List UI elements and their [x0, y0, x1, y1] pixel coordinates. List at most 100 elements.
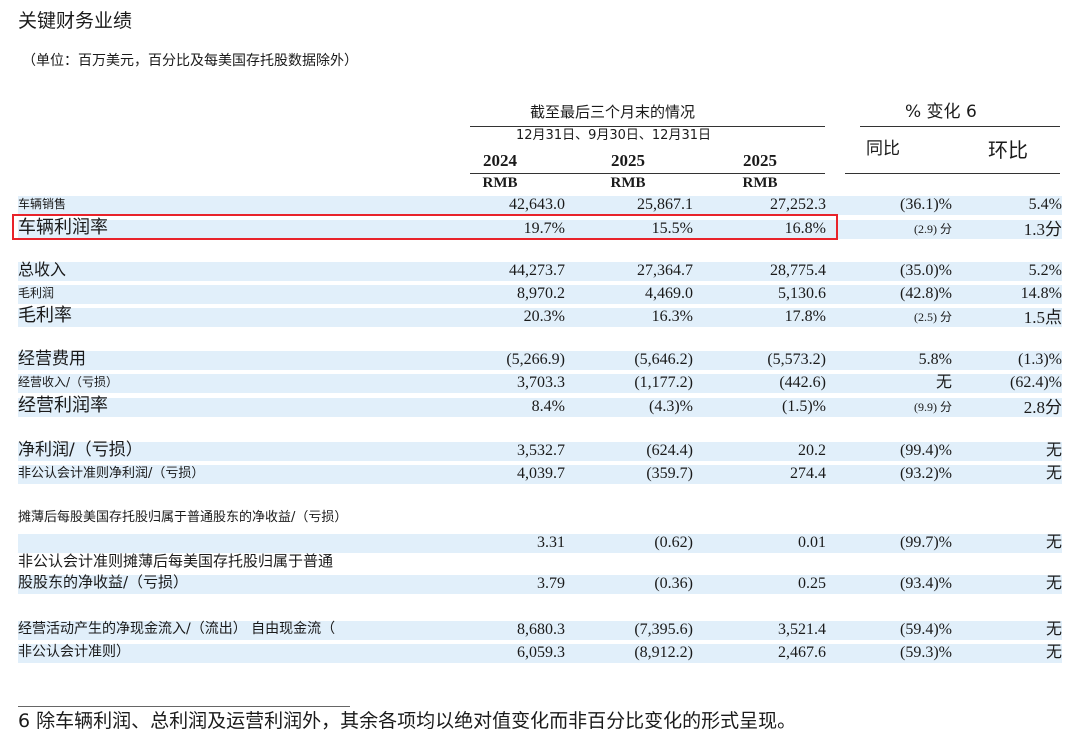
- cell-value: 4,469.0: [645, 285, 693, 302]
- row-label: 毛利润: [18, 286, 55, 300]
- row-label: 毛利率: [18, 305, 72, 326]
- cell-value: 8,970.2: [517, 285, 565, 302]
- cell-value: 2,467.6: [778, 644, 826, 661]
- row-label: 总收入: [18, 260, 67, 279]
- yoy-value: (93.2)%: [900, 465, 952, 482]
- cell-value: (1,177.2): [634, 374, 693, 391]
- yoy-value: 无: [935, 374, 952, 391]
- row-label: 经营利润率: [18, 395, 108, 416]
- cell-value: 0.01: [798, 534, 826, 551]
- year-header: 2024: [483, 151, 517, 170]
- qoq-value: 5.4%: [1028, 196, 1062, 213]
- row-band: [18, 442, 1062, 461]
- yoy-value: 5.8%: [918, 351, 952, 368]
- period-header: 截至最后三个月末的情况: [530, 103, 696, 121]
- row-label: 车辆销售: [18, 197, 67, 211]
- yoy-header: 同比: [866, 139, 900, 159]
- cell-value: 20.2: [798, 442, 826, 459]
- cell-value: 3.31: [537, 534, 565, 551]
- cell-value: 16.8%: [784, 220, 826, 237]
- cell-value: (5,646.2): [634, 351, 693, 368]
- cell-value: (5,266.9): [506, 351, 565, 368]
- row-label: 经营费用: [18, 348, 86, 369]
- subtitle: （单位：百万美元，百分比及每美国存托股数据除外）: [22, 53, 358, 69]
- cell-value: 15.5%: [651, 220, 693, 237]
- cell-value: 3,532.7: [517, 442, 565, 459]
- row-label: 股股东的净收益/（亏损）: [18, 572, 189, 591]
- cell-value: 3,703.3: [517, 374, 565, 391]
- yoy-value: (9.9) 分: [914, 400, 952, 414]
- yoy-value: (93.4)%: [900, 575, 952, 592]
- cell-value: (8,912.2): [634, 644, 693, 661]
- cell-value: 42,643.0: [509, 196, 565, 213]
- qoq-value: 无: [1045, 621, 1062, 638]
- yoy-value: (99.7)%: [900, 534, 952, 551]
- yoy-value: (99.4)%: [900, 442, 952, 459]
- row-band: [18, 308, 1062, 327]
- year-header: 2025: [743, 151, 777, 170]
- qoq-value: 1.3分: [1023, 220, 1062, 239]
- row-band: [18, 575, 1062, 594]
- yoy-value: (36.1)%: [900, 196, 952, 213]
- yoy-value: (2.5) 分: [914, 310, 952, 324]
- cell-value: 0.25: [798, 575, 826, 592]
- cell-value: (4.3)%: [649, 398, 693, 415]
- row-label: 非公认会计准则净利润/（亏损）: [18, 465, 205, 481]
- qoq-header: 环比: [988, 138, 1028, 162]
- header-rule: [845, 173, 1060, 174]
- currency-header: RMB: [482, 175, 518, 191]
- dates-header: 12月31日、9月30日、12月31日: [516, 128, 711, 143]
- change-header: % 变化 6: [905, 102, 977, 122]
- cell-value: 17.8%: [784, 308, 826, 325]
- row-label: 非公认会计准则）: [18, 644, 130, 660]
- cell-value: 5,130.6: [778, 285, 826, 302]
- currency-header: RMB: [610, 175, 646, 191]
- row-label: 车辆利润率: [18, 217, 108, 238]
- cell-value: (1.5)%: [782, 398, 826, 415]
- cell-value: 19.7%: [523, 220, 565, 237]
- qoq-value: 无: [1045, 534, 1062, 551]
- qoq-value: (1.3)%: [1018, 351, 1062, 368]
- yoy-value: (59.3)%: [900, 644, 952, 661]
- row-band: [18, 196, 1062, 215]
- qoq-value: (62.4)%: [1010, 374, 1062, 391]
- qoq-value: 无: [1045, 465, 1062, 482]
- footnote: 6 除车辆利润、总利润及运营利润外，其余各项均以绝对值变化而非百分比变化的形式呈…: [18, 710, 797, 732]
- yoy-value: (42.8)%: [900, 285, 952, 302]
- header-rule: [470, 126, 825, 127]
- cell-value: (624.4): [646, 442, 693, 459]
- cell-value: 8,680.3: [517, 621, 565, 638]
- cell-value: 20.3%: [523, 308, 565, 325]
- row-label: 经营收入/（亏损）: [18, 375, 119, 389]
- cell-value: 27,364.7: [637, 262, 693, 279]
- row-band: [18, 534, 1062, 553]
- header-rule: [470, 173, 825, 174]
- row-band: [18, 374, 1062, 393]
- row-label: 摊薄后每股美国存托股归属于普通股东的净收益/（亏损）: [18, 509, 348, 525]
- qoq-value: 14.8%: [1020, 285, 1062, 302]
- row-band: [18, 621, 1062, 640]
- cell-value: (0.62): [654, 534, 693, 551]
- cell-value: (7,395.6): [634, 621, 693, 638]
- cell-value: (359.7): [646, 465, 693, 482]
- yoy-value: (59.4)%: [900, 621, 952, 638]
- cell-value: 16.3%: [651, 308, 693, 325]
- cell-value: 274.4: [790, 465, 826, 482]
- cell-value: 44,273.7: [509, 262, 565, 279]
- cell-value: (5,573.2): [767, 351, 826, 368]
- header-rule: [860, 126, 1060, 127]
- cell-value: 8.4%: [531, 398, 565, 415]
- row-band: [18, 398, 1062, 417]
- yoy-value: (2.9) 分: [914, 222, 952, 236]
- row-label: 非公认会计准则摊薄后每美国存托股归属于普通: [18, 551, 334, 570]
- year-header: 2025: [611, 151, 645, 170]
- qoq-value: 无: [1045, 575, 1062, 592]
- cell-value: (0.36): [654, 575, 693, 592]
- cell-value: 28,775.4: [770, 262, 826, 279]
- row-label: 经营活动产生的净现金流入/（流出） 自由现金流（: [18, 621, 336, 637]
- cell-value: (442.6): [779, 374, 826, 391]
- highlight-box: [12, 214, 838, 240]
- yoy-value: (35.0)%: [900, 262, 952, 279]
- row-band: [18, 644, 1062, 663]
